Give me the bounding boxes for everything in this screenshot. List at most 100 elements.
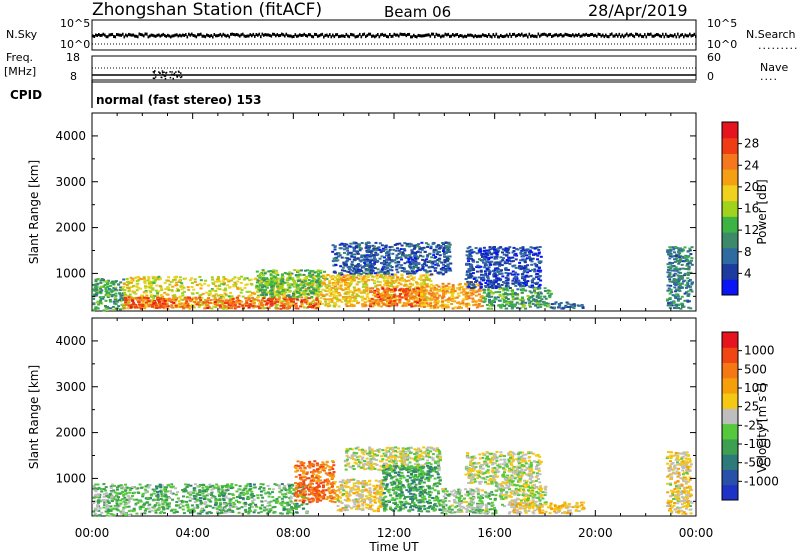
power-cell [441,288,445,291]
power-cell [516,293,520,296]
power-cell [166,305,170,308]
nsky-sample [537,32,540,36]
power-cell [385,252,388,255]
power-cell [144,298,148,301]
power-cell [338,276,342,278]
power-cell [443,287,447,290]
power-cell [386,270,390,273]
power-cell [447,269,451,272]
power-cell [518,283,521,286]
power-cell [151,275,155,278]
power-cell [385,258,389,261]
power-cell [338,299,342,302]
power-cell [505,287,509,290]
power-cell [535,272,539,275]
power-cell [521,298,525,300]
power-cell [387,289,391,292]
power-cell [321,302,325,305]
power-cell [389,281,393,284]
power-cell [131,299,135,302]
power-cell [533,268,537,271]
power-cell [258,300,262,303]
power-cell [308,297,311,300]
power-cell [368,255,372,258]
nsky-sample [642,35,645,39]
power-cell [520,291,524,294]
power-cell [524,265,527,268]
power-cell [385,267,389,269]
nsky-sample [194,34,196,38]
power-cell [688,278,692,281]
power-cell [351,300,355,303]
power-cell [336,255,340,258]
velocity-cell [106,493,109,496]
power-cell [475,270,479,273]
power-cell [368,262,372,264]
power-cell [170,304,174,307]
power-cell [686,290,690,293]
power-cell [94,280,98,283]
power-cell [436,251,440,254]
power-cell [401,278,405,281]
power-cell [381,287,385,290]
power-cell [492,273,496,276]
power-cell [292,300,295,303]
nsky-sample [645,35,648,39]
power-cell [390,301,394,304]
power-cell [144,301,148,304]
power-ytick-label: 3000 [55,175,86,189]
power-cell [535,302,539,305]
power-cell [683,246,687,249]
nsky-sample [110,33,112,37]
power-cell [469,268,473,271]
power-cell [344,303,348,306]
nsky-sample [587,33,589,37]
power-cell [450,290,454,293]
power-cell [357,272,361,275]
power-cell [388,248,392,251]
power-cell [249,304,253,307]
power-cell [220,282,224,285]
power-cell [309,270,313,273]
power-cell [104,288,108,290]
power-cell [299,289,303,292]
power-cell [429,247,433,250]
power-cell [364,277,368,280]
power-cell [198,275,202,278]
power-cell [448,296,451,299]
power-cell [529,246,533,249]
power-cell [680,276,684,279]
velocity-cell [98,493,102,496]
power-cell [438,247,441,250]
power-cell [435,288,439,291]
nsky-sample [518,33,520,36]
nsky-sample [234,33,237,37]
power-cell [395,295,399,298]
power-cell [507,259,511,262]
nsky-sample [671,34,673,38]
power-cell [540,298,544,301]
nsky-sample [674,33,676,37]
power-cell [412,262,415,265]
power-cell [380,244,384,247]
power-cell [528,302,531,305]
power-cell [673,261,677,263]
velocity-cell [129,497,133,500]
power-cell [356,289,359,292]
power-cell [380,268,384,271]
power-cell [145,294,149,297]
power-cell [377,246,381,249]
power-cell [374,295,378,298]
power-cell [296,276,300,279]
nsky-sample [638,34,640,38]
power-cell [277,295,281,298]
power-cell [356,257,360,260]
power-cell [668,304,672,307]
power-cell [415,291,419,294]
power-cell [537,251,541,254]
power-cell [213,280,217,283]
nsky-sample [525,33,528,37]
nsky-sample [605,33,607,37]
power-cell [144,285,147,288]
power-cell [306,293,310,296]
